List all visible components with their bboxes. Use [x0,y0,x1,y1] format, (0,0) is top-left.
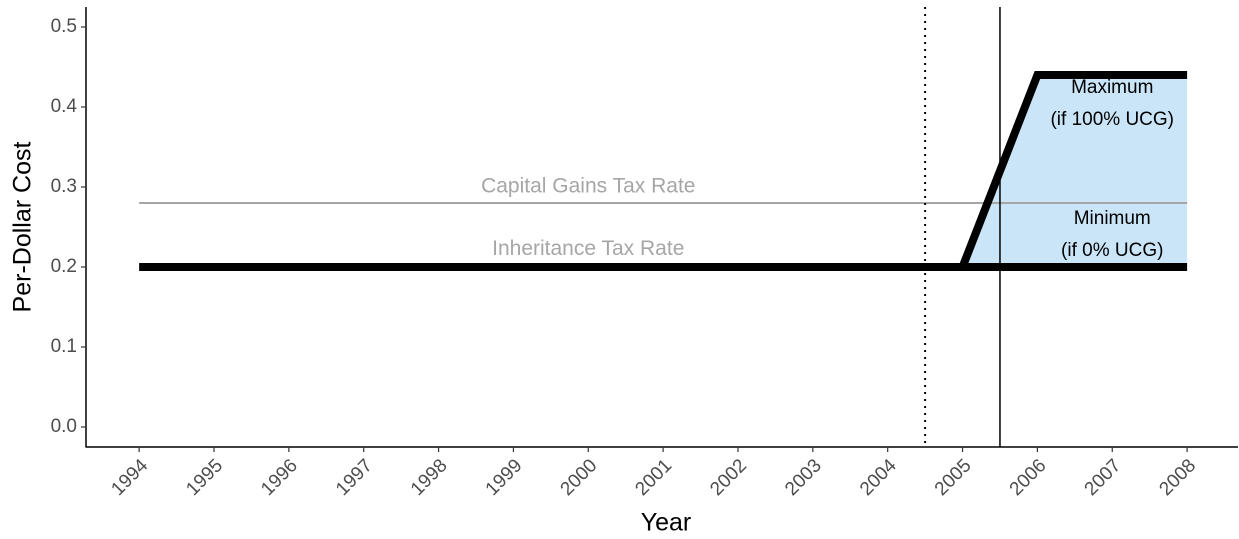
line-series [958,71,1188,269]
x-tick-label: 2005 [931,455,976,500]
y-tick-label: 0.0 [51,416,77,437]
x-tick-label: 2003 [781,455,826,500]
x-tick-label: 1999 [482,455,527,500]
x-tick-label: 2007 [1081,455,1126,500]
y-tick-label: 0.1 [51,336,77,357]
y-tick-label: 0.3 [51,176,77,197]
x-tick-label: 1998 [407,455,452,500]
y-axis-title: Per-Dollar Cost [9,142,37,313]
annotation: (if 100% UCG) [1050,109,1174,130]
x-tick-label: 1996 [257,455,302,500]
y-tick-label: 0.5 [51,16,77,37]
x-tick-label: 2002 [706,455,751,500]
annotation: Capital Gains Tax Rate [481,175,695,198]
x-tick-label: 1997 [332,455,377,500]
y-tick-label: 0.2 [51,256,77,277]
x-tick-label: 1994 [107,455,152,500]
annotation: Maximum [1071,77,1153,98]
annotation: Minimum [1074,208,1151,229]
x-tick-label: 2001 [631,455,676,500]
annotation: Inheritance Tax Rate [492,237,684,260]
annotation: (if 0% UCG) [1061,240,1163,261]
x-tick-label: 2008 [1155,455,1200,500]
area-band [962,75,1188,267]
x-tick-label: 2006 [1006,455,1051,500]
x-axis-title: Year [641,509,692,537]
x-tick-label: 2000 [557,455,602,500]
y-tick-label: 0.4 [51,96,78,117]
x-tick-label: 2004 [856,455,901,500]
x-tick-label: 1995 [182,455,227,500]
